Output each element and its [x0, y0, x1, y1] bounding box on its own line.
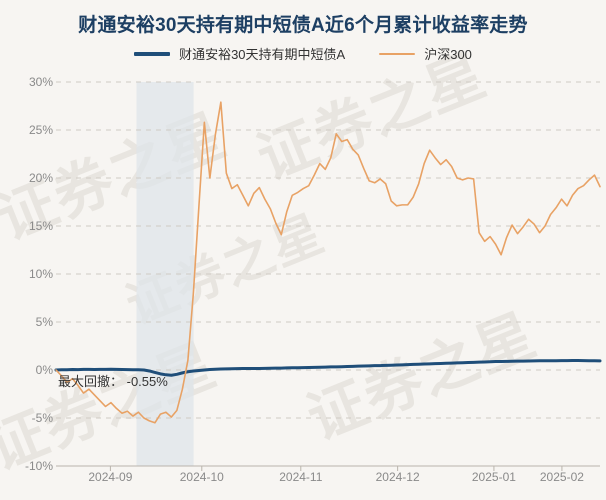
x-axis-tick-label: 2024-09 [88, 470, 133, 484]
line-swatch-orange-icon [379, 52, 416, 55]
legend-item-fund[interactable]: 财通安裕30天持有期中短债A [134, 44, 345, 63]
legend-label-benchmark: 沪深300 [424, 47, 472, 62]
y-axis-tick-label: 15% [28, 219, 53, 233]
series-line-fund [54, 359, 602, 377]
legend-item-benchmark[interactable]: 沪深300 [379, 44, 472, 63]
chart-legend: 财通安裕30天持有期中短债A 沪深300 [0, 44, 606, 63]
y-axis-tick-label: 30% [28, 75, 53, 89]
x-axis-tick-label: 2024-11 [279, 470, 323, 484]
drawdown-highlight-band [136, 82, 194, 466]
max-drawdown-annotation: 最大回撤： -0.55% [58, 374, 168, 389]
y-axis-tick-label: 0% [35, 363, 53, 377]
legend-label-fund: 财通安裕30天持有期中短债A [179, 47, 346, 62]
y-axis-tick-label: 10% [28, 267, 53, 281]
y-axis-tick-label: -5% [31, 411, 53, 425]
y-axis-tick-label: 25% [28, 123, 53, 137]
chart-title: 财通安裕30天持有期中短债A近6个月累计收益率走势 [78, 15, 528, 36]
line-swatch-blue-icon [134, 51, 171, 56]
x-axis-tick-label: 2025-02 [539, 470, 584, 484]
series-line-benchmark [55, 101, 601, 424]
x-axis-tick-label: 2025-01 [471, 470, 516, 484]
x-axis-tick-label: 2024-10 [179, 470, 224, 484]
y-axis-tick-label: 20% [28, 171, 53, 185]
y-axis-tick-label: 5% [35, 315, 53, 329]
x-axis-tick-label: 2024-12 [375, 470, 420, 484]
y-axis-tick-label: -10% [24, 459, 53, 473]
